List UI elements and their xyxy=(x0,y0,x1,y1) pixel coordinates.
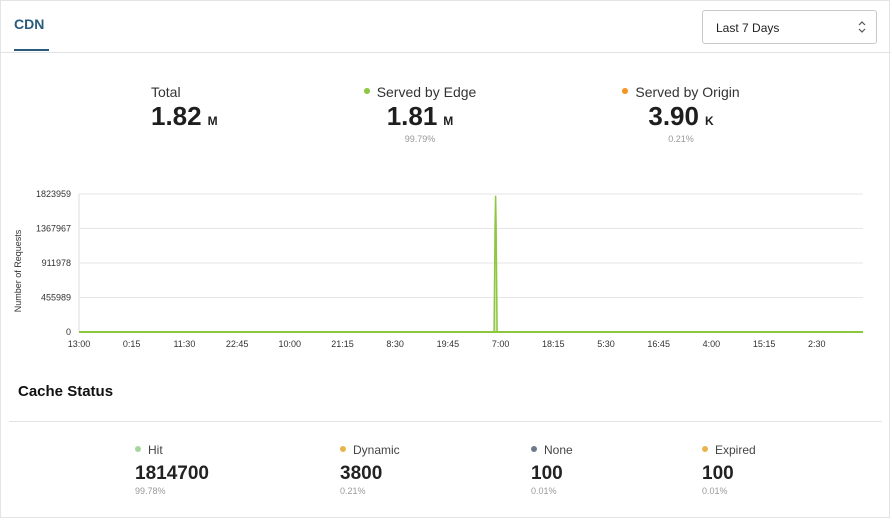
chart-series xyxy=(79,195,863,333)
cache-expired-label-row: Expired xyxy=(702,443,756,457)
requests-chart: 0 455989 911978 1367967 1823959 13:00 0:15 11:… xyxy=(1,181,891,361)
stat-total-value: 1.82 xyxy=(151,101,202,131)
cache-status-expired: Expired 100 0.01% xyxy=(702,443,756,496)
cache-expired-label: Expired xyxy=(715,443,756,457)
stat-origin: Served by Origin 3.90 K 0.21% xyxy=(601,84,761,144)
cache-dynamic-value: 3800 xyxy=(340,463,383,484)
stat-total: Total 1.82 M xyxy=(121,84,241,132)
chart-x-tick-label: 13:00 xyxy=(68,339,91,349)
stat-origin-percent: 0.21% xyxy=(668,134,694,144)
dynamic-legend-dot xyxy=(340,445,346,452)
cache-expired-percent: 0.01% xyxy=(702,486,728,496)
cache-none-value: 100 xyxy=(531,463,563,484)
stat-origin-value: 3.90 xyxy=(648,101,699,131)
tab-active-indicator xyxy=(14,49,49,51)
stat-origin-title-row: Served by Origin xyxy=(601,84,761,100)
chart-y-tick-label: 911978 xyxy=(42,258,71,268)
stat-origin-value-row: 3.90 K xyxy=(601,101,761,132)
cache-status-title: Cache Status xyxy=(18,383,114,400)
chart-y-tick-label: 1367967 xyxy=(36,224,71,234)
expired-legend-dot xyxy=(702,445,708,452)
chart-x-tick-label: 11:30 xyxy=(173,339,195,349)
time-range-value: Last 7 Days xyxy=(716,21,780,35)
chart-x-tick-label: 16:45 xyxy=(647,339,670,349)
cache-hit-percent: 99.78% xyxy=(135,486,166,496)
chart-x-tick-label: 10:00 xyxy=(279,339,302,349)
cache-expired-value: 100 xyxy=(702,463,734,484)
chart-x-tick-label: 7:00 xyxy=(492,339,510,349)
cache-dynamic-label-row: Dynamic xyxy=(340,443,400,457)
stat-edge-title-row: Served by Edge xyxy=(340,84,500,100)
stat-origin-title: Served by Origin xyxy=(635,84,740,100)
stat-edge-unit: M xyxy=(443,114,454,128)
chart-grid xyxy=(78,193,863,333)
chart-x-tick-label: 19:45 xyxy=(437,339,460,349)
cache-none-label-row: None xyxy=(531,443,573,457)
chart-x-tick-label: 0:15 xyxy=(123,339,141,349)
stat-total-unit: M xyxy=(207,114,218,128)
hit-legend-dot xyxy=(135,445,141,452)
cache-none-percent: 0.01% xyxy=(531,486,557,496)
time-range-select[interactable]: Last 7 Days xyxy=(702,10,877,44)
stat-origin-unit: K xyxy=(704,114,714,128)
panel-header: CDN Last 7 Days xyxy=(1,1,891,53)
cache-status-dynamic: Dynamic 3800 0.21% xyxy=(340,443,400,496)
chart-x-tick-label: 18:15 xyxy=(542,339,565,349)
stat-edge-percent: 99.79% xyxy=(404,134,436,144)
cache-hit-label: Hit xyxy=(148,443,163,457)
requests-chart-svg: 0 455989 911978 1367967 1823959 13:00 0:15 11:… xyxy=(13,189,863,349)
cache-hit-value: 1814700 xyxy=(135,463,209,484)
stat-total-value-row: 1.82 M xyxy=(121,101,241,132)
chart-y-tick-label: 0 xyxy=(66,327,71,337)
chart-x-tick-label: 22:45 xyxy=(226,339,249,349)
stat-edge-value: 1.81 xyxy=(386,101,438,131)
stat-total-title: Total xyxy=(151,84,181,100)
chart-x-tick-label: 4:00 xyxy=(703,339,721,349)
stat-edge-title: Served by Edge xyxy=(376,84,477,100)
cache-status-hit: Hit 1814700 99.78% xyxy=(135,443,209,496)
cache-dynamic-percent: 0.21% xyxy=(340,486,366,496)
origin-legend-dot xyxy=(622,88,629,95)
stat-edge-value-row: 1.81 M xyxy=(340,101,500,132)
select-arrows-icon xyxy=(858,21,866,33)
none-legend-dot xyxy=(531,445,537,452)
chart-x-tick-label: 8:30 xyxy=(386,339,404,349)
chart-y-ticks: 0 455989 911978 1367967 1823959 xyxy=(36,189,71,337)
chart-x-tick-label: 15:15 xyxy=(753,339,776,349)
edge-legend-dot xyxy=(363,88,370,95)
cache-status-divider xyxy=(9,421,882,422)
chart-x-ticks: 13:00 0:15 11:30 22:45 10:00 21:15 8:30 19:45 7:… xyxy=(68,339,826,349)
stat-edge: Served by Edge 1.81 M 99.79% xyxy=(340,84,500,144)
chart-series-line xyxy=(79,195,863,333)
chart-x-tick-label: 2:30 xyxy=(808,339,826,349)
chart-y-axis-label: Number of Requests xyxy=(13,229,23,312)
cache-hit-label-row: Hit xyxy=(135,443,209,457)
chart-series-area xyxy=(79,195,863,332)
chart-y-tick-label: 1823959 xyxy=(36,189,71,199)
tab-cdn[interactable]: CDN xyxy=(14,16,45,32)
chart-y-tick-label: 455989 xyxy=(41,293,71,303)
cache-status-none: None 100 0.01% xyxy=(531,443,573,496)
cache-dynamic-label: Dynamic xyxy=(353,443,400,457)
chart-x-tick-label: 21:15 xyxy=(331,339,354,349)
cache-none-label: None xyxy=(544,443,573,457)
chart-x-tick-label: 5:30 xyxy=(597,339,615,349)
